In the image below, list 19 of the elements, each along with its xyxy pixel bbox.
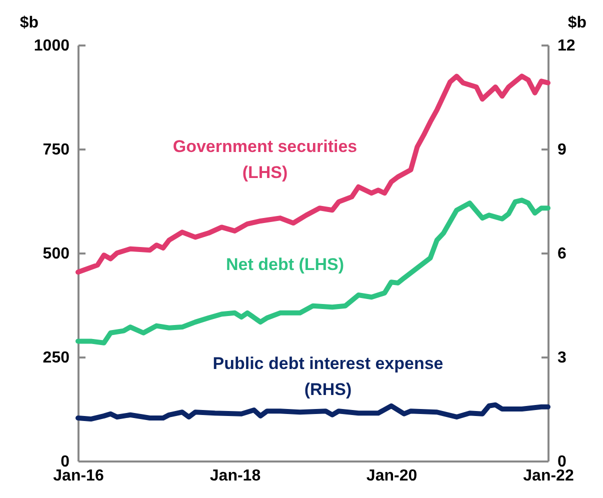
y2-tick-label: 12 (558, 38, 576, 54)
y-tick-label: 500 (42, 246, 70, 262)
series-label: Public debt interest expense (RHS) (212, 354, 444, 399)
y-tick-label: 750 (42, 142, 70, 158)
y-tick-label: 0 (60, 454, 70, 470)
x-tick-label: Jan-18 (210, 468, 261, 484)
y2-tick-label: 9 (558, 142, 566, 158)
y-axis-title: $b (20, 14, 39, 32)
y2-axis-title: $b (568, 14, 587, 32)
y-tick-label: 250 (42, 350, 70, 366)
y2-tick-label: 0 (558, 454, 566, 470)
x-tick-label: Jan-22 (523, 468, 574, 484)
series-label: Government securities (LHS) (172, 137, 358, 182)
x-tick-label: Jan-16 (53, 468, 104, 484)
x-tick-label: Jan-20 (366, 468, 418, 484)
y2-tick-label: 3 (558, 350, 566, 366)
series-label: Net debt (LHS) (226, 255, 344, 274)
y-tick-label: 1000 (34, 38, 70, 54)
y2-tick-label: 6 (558, 246, 566, 262)
